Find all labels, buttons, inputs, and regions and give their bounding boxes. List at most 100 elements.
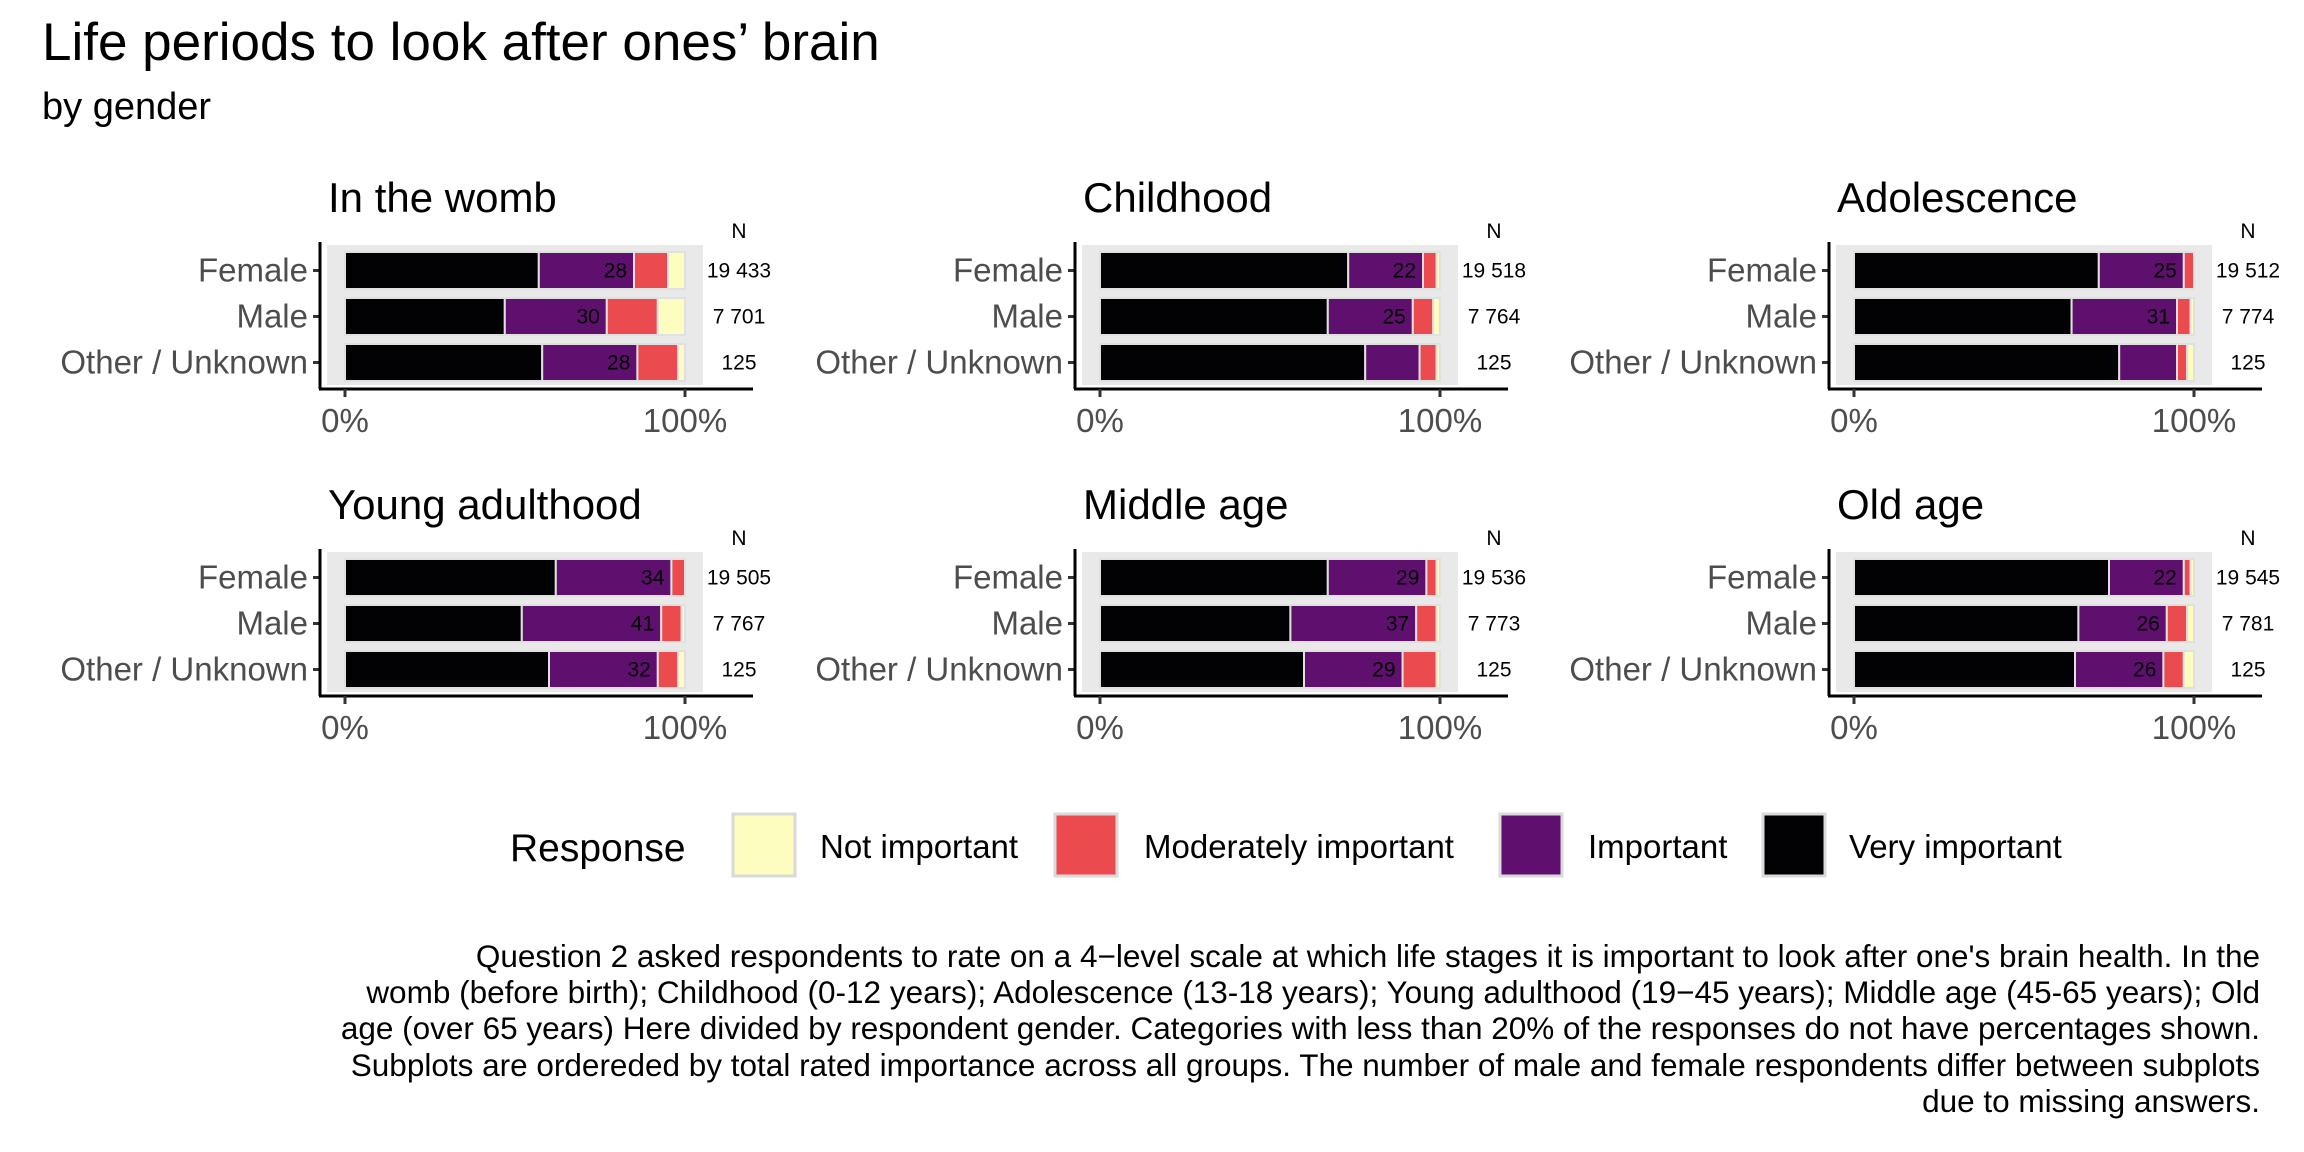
bar-segment-very-important: [1853, 650, 2076, 689]
n-value: 7 774: [2222, 306, 2275, 329]
legend-key-moderately-important: [1053, 812, 1119, 878]
data-label: 34: [641, 567, 665, 590]
bar-segment-not-important: [1435, 558, 1441, 597]
n-value: 19 433: [707, 260, 771, 283]
panel-title: Young adulthood: [328, 481, 642, 528]
data-label: 25: [2153, 260, 2176, 283]
x-tick-label: 100%: [643, 709, 727, 746]
bar-segment-not-important: [2182, 650, 2196, 689]
bar-segment-very-important: [344, 343, 544, 382]
x-tick-label: 100%: [1398, 402, 1482, 439]
bar-segment-not-important: [1435, 604, 1441, 643]
n-value: 19 505: [707, 567, 771, 590]
x-tick-label: 100%: [643, 402, 727, 439]
bar-segment-moderately-important: [605, 297, 659, 336]
bar-segment-important: [520, 604, 663, 643]
bar-segment-very-important: [1099, 604, 1292, 643]
n-value: 19 512: [2216, 260, 2280, 283]
data-label: 29: [1396, 567, 1419, 590]
bar-segment-not-important: [677, 343, 687, 382]
panel-title: Old age: [1837, 481, 1984, 528]
n-value: 7 701: [713, 306, 766, 329]
data-label: 30: [576, 306, 599, 329]
bar-segment-very-important: [1099, 558, 1329, 597]
n-value: 19 545: [2216, 567, 2280, 590]
x-tick-label: 0%: [1076, 709, 1124, 746]
bar-segment-moderately-important: [1425, 558, 1438, 597]
n-value: 125: [2230, 352, 2265, 375]
bar-segment-moderately-important: [1415, 604, 1438, 643]
bar-segment-important: [503, 297, 608, 336]
category-label: Female: [1707, 559, 1817, 596]
n-header: N: [1486, 527, 1501, 550]
bar-segment-moderately-important: [656, 650, 680, 689]
bar-segment-not-important: [2189, 297, 2196, 336]
legend-key-not-important: [731, 812, 797, 878]
bar-segment-important: [1326, 558, 1428, 597]
bar-segment-moderately-important: [2182, 251, 2196, 290]
legend-key-important: [1498, 812, 1564, 878]
category-label: Female: [1707, 252, 1817, 289]
bar-segment-important: [2108, 558, 2185, 597]
chart-title: Life periods to look after ones’ brain: [42, 13, 880, 72]
category-label: Male: [991, 298, 1063, 335]
bar-segment-very-important: [1853, 251, 2100, 290]
data-label: 29: [1372, 659, 1395, 682]
caption-line: Subplots are ordereded by total rated im…: [350, 1046, 2260, 1083]
bar-segment-moderately-important: [1422, 251, 1438, 290]
bar-segment-very-important: [1099, 297, 1329, 336]
n-value: 125: [721, 352, 756, 375]
data-label: 26: [2133, 659, 2156, 682]
bar-segment-very-important: [1853, 297, 2073, 336]
x-tick-label: 0%: [321, 709, 369, 746]
bar-segment-not-important: [1435, 251, 1441, 290]
x-tick-label: 0%: [1830, 709, 1878, 746]
n-header: N: [731, 527, 746, 550]
n-value: 7 764: [1468, 306, 1521, 329]
bar-segment-important: [2097, 251, 2185, 290]
x-tick-label: 0%: [321, 402, 369, 439]
bar-segment-moderately-important: [670, 558, 687, 597]
bar-segment-very-important: [1853, 604, 2080, 643]
bar-segment-very-important: [1099, 650, 1305, 689]
panel-title: Childhood: [1083, 174, 1272, 221]
n-value: 7 781: [2222, 613, 2275, 636]
legend-label: Very important: [1849, 828, 2062, 865]
data-label: 41: [631, 613, 654, 636]
panel-title: In the womb: [328, 174, 557, 221]
bar-segment-moderately-important: [1418, 343, 1438, 382]
bar-segment-moderately-important: [1411, 297, 1435, 336]
legend-label: Not important: [820, 828, 1018, 865]
bar-segment-important: [554, 558, 673, 597]
legend-key-very-important: [1761, 812, 1827, 878]
bar-segment-important: [2118, 343, 2178, 382]
n-value: 125: [721, 659, 756, 682]
x-tick-label: 100%: [2152, 709, 2236, 746]
panel-title: Middle age: [1083, 481, 1288, 528]
category-label: Other / Unknown: [1569, 651, 1817, 688]
bar-segment-important: [1364, 343, 1421, 382]
data-label: 25: [1382, 306, 1405, 329]
bar-segment-very-important: [344, 251, 540, 290]
bar-segment-important: [1289, 604, 1418, 643]
x-tick-label: 0%: [1830, 402, 1878, 439]
caption-line: Question 2 asked respondents to rate on …: [475, 938, 2260, 974]
category-label: Other / Unknown: [1569, 344, 1817, 381]
legend-label: Important: [1588, 828, 1727, 865]
data-label: 37: [1386, 613, 1409, 636]
category-label: Male: [236, 298, 308, 335]
bar-segment-very-important: [344, 604, 523, 643]
data-label: 31: [2147, 306, 2170, 329]
bar-segment-moderately-important: [2182, 558, 2192, 597]
bar-segment-not-important: [1435, 650, 1441, 689]
bar-segment-moderately-important: [1401, 650, 1438, 689]
n-header: N: [731, 220, 746, 243]
bar-segment-not-important: [667, 251, 686, 290]
data-label: 22: [1393, 260, 1416, 283]
category-label: Other / Unknown: [60, 344, 308, 381]
data-label: 32: [627, 659, 650, 682]
legend-label: Moderately important: [1144, 828, 1454, 865]
n-value: 19 518: [1462, 260, 1526, 283]
bar-segment-very-important: [344, 558, 557, 597]
bar-segment-very-important: [344, 650, 550, 689]
